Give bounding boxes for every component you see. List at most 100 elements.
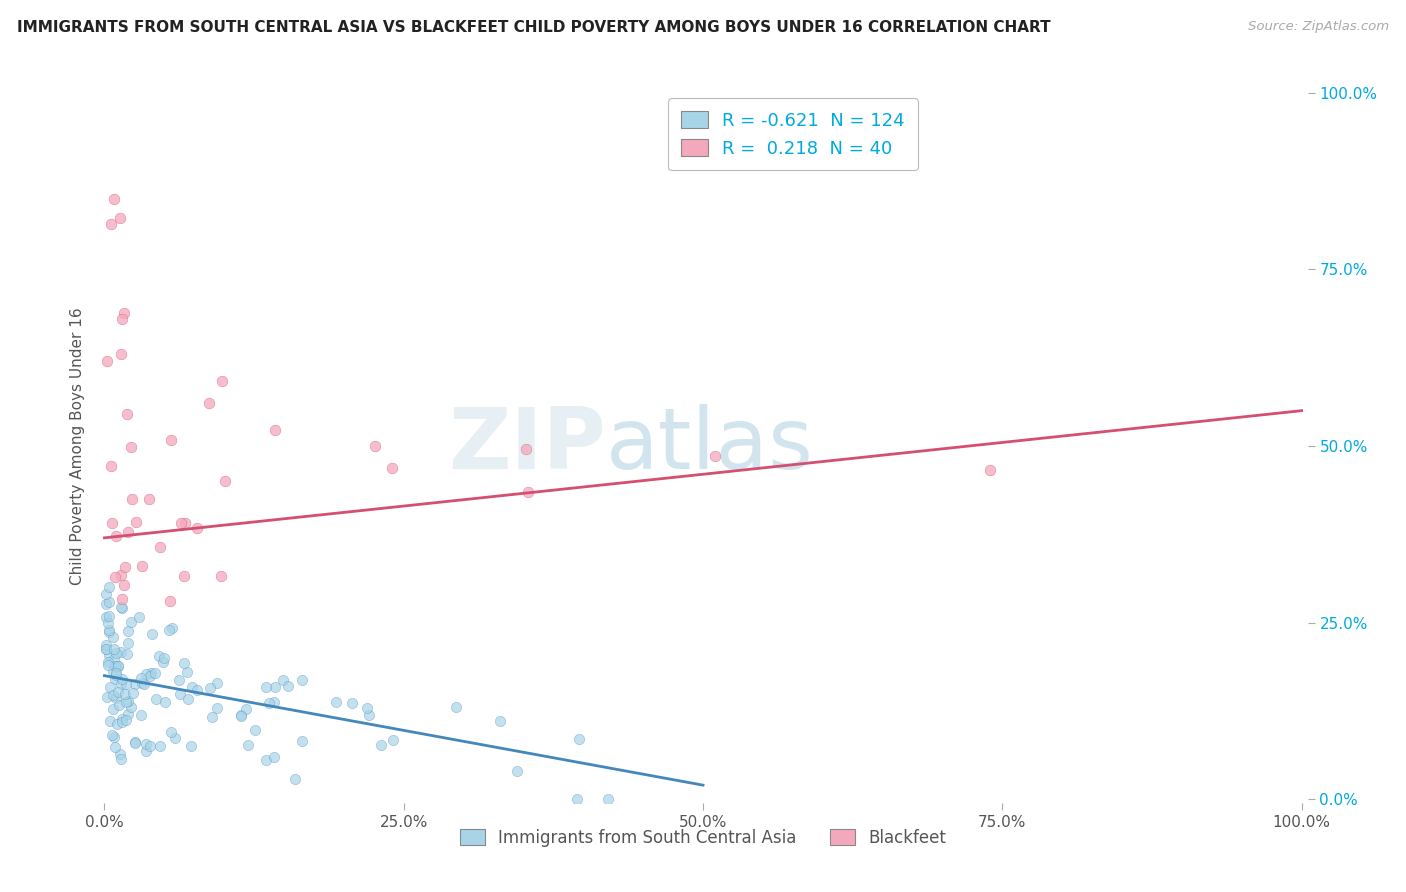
- Point: [96, 354, 118, 368]
- Point: [110, 677, 132, 691]
- Point: [101, 516, 124, 531]
- Point: [381, 461, 404, 475]
- Point: [381, 733, 404, 747]
- Point: [271, 673, 294, 688]
- Point: [94, 587, 117, 601]
- Point: [110, 645, 132, 659]
- Point: [444, 700, 467, 714]
- Point: [264, 681, 287, 695]
- Point: [124, 736, 146, 750]
- Point: [97, 624, 120, 638]
- Point: [120, 615, 142, 629]
- Point: [201, 710, 224, 724]
- Point: [152, 650, 174, 665]
- Point: [131, 559, 153, 574]
- Point: [176, 665, 198, 680]
- Point: [111, 712, 134, 726]
- Point: [124, 515, 146, 529]
- Point: [704, 450, 727, 464]
- Point: [107, 659, 129, 673]
- Point: [132, 677, 155, 691]
- Point: [98, 714, 121, 728]
- Point: [96, 610, 118, 624]
- Point: [198, 396, 221, 410]
- Point: [117, 624, 139, 639]
- Point: [141, 626, 163, 640]
- Point: [114, 559, 136, 574]
- Point: [214, 474, 236, 488]
- Point: [149, 739, 172, 753]
- Point: [207, 700, 229, 714]
- Point: [506, 764, 529, 778]
- Point: [101, 728, 124, 742]
- Point: [517, 484, 540, 499]
- Point: [112, 578, 135, 592]
- Legend: Immigrants from South Central Asia, Blackfeet: Immigrants from South Central Asia, Blac…: [451, 821, 955, 855]
- Point: [257, 696, 280, 710]
- Point: [238, 738, 260, 752]
- Text: atlas: atlas: [606, 404, 814, 488]
- Point: [115, 695, 138, 709]
- Point: [153, 696, 176, 710]
- Point: [163, 731, 186, 746]
- Point: [103, 192, 125, 206]
- Point: [117, 693, 139, 707]
- Point: [488, 714, 510, 728]
- Point: [235, 702, 257, 716]
- Point: [122, 686, 145, 700]
- Point: [108, 211, 131, 225]
- Point: [117, 636, 139, 650]
- Point: [152, 656, 174, 670]
- Point: [105, 665, 128, 680]
- Point: [145, 691, 167, 706]
- Point: [103, 730, 125, 744]
- Point: [94, 597, 117, 611]
- Point: [160, 724, 183, 739]
- Point: [96, 641, 118, 656]
- Point: [104, 570, 127, 584]
- Point: [370, 739, 392, 753]
- Point: [120, 699, 142, 714]
- Point: [124, 735, 146, 749]
- Point: [157, 623, 180, 637]
- Point: [110, 751, 132, 765]
- Point: [243, 723, 266, 738]
- Point: [159, 594, 181, 608]
- Point: [254, 753, 277, 767]
- Point: [103, 651, 125, 665]
- Point: [340, 696, 363, 710]
- Text: ZIP: ZIP: [449, 404, 606, 488]
- Point: [211, 374, 233, 388]
- Point: [111, 673, 134, 687]
- Point: [596, 792, 619, 806]
- Point: [100, 459, 122, 474]
- Point: [104, 668, 127, 682]
- Point: [97, 595, 120, 609]
- Point: [105, 646, 128, 660]
- Point: [200, 681, 222, 695]
- Point: [167, 673, 190, 688]
- Point: [103, 664, 125, 678]
- Point: [291, 734, 314, 748]
- Point: [325, 695, 347, 709]
- Point: [98, 608, 121, 623]
- Point: [568, 732, 591, 747]
- Point: [117, 525, 139, 540]
- Point: [128, 610, 150, 624]
- Point: [108, 698, 131, 712]
- Point: [131, 671, 153, 685]
- Point: [103, 689, 125, 703]
- Point: [111, 714, 134, 729]
- Point: [115, 714, 138, 728]
- Point: [209, 569, 232, 583]
- Point: [120, 440, 142, 454]
- Point: [160, 620, 183, 634]
- Point: [121, 492, 143, 507]
- Point: [264, 423, 287, 437]
- Point: [364, 439, 387, 453]
- Point: [110, 600, 132, 615]
- Point: [105, 691, 128, 706]
- Point: [135, 738, 157, 752]
- Point: [98, 680, 121, 694]
- Point: [94, 638, 117, 652]
